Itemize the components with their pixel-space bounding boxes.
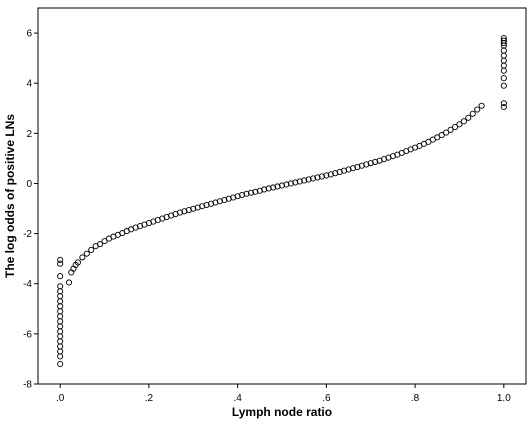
data-point [274, 183, 281, 190]
data-point [438, 132, 445, 139]
y-tick-label: -4 [23, 279, 32, 290]
data-point [74, 259, 81, 266]
data-point [456, 121, 463, 128]
y-axis-title: The log odds of positive LNs [3, 114, 17, 278]
y-tick-label: -6 [23, 329, 32, 340]
data-point [79, 254, 86, 261]
data-point [296, 178, 303, 185]
data-point [287, 180, 294, 187]
data-point [349, 165, 357, 172]
x-axis-title: Lymph node ratio [232, 405, 332, 419]
data-point [97, 241, 104, 248]
data-point [341, 167, 348, 174]
y-tick-label: -8 [23, 380, 32, 391]
data-point [57, 256, 64, 263]
x-tick-label: 1.0 [497, 393, 511, 404]
plot-frame [37, 7, 527, 385]
data-point [367, 160, 374, 167]
data-point [323, 172, 330, 179]
data-point [57, 260, 64, 267]
x-tick-label: .2 [145, 393, 154, 404]
data-point [261, 186, 268, 193]
data-point [247, 189, 254, 196]
data-point [234, 193, 241, 200]
data-point [185, 206, 192, 214]
data-point [207, 200, 215, 207]
data-point [83, 250, 90, 257]
data-point [190, 205, 197, 212]
data-point [176, 209, 184, 216]
x-tick-label: .8 [411, 393, 420, 404]
x-tick-label: .4 [233, 393, 242, 404]
data-point [199, 203, 206, 210]
data-point [460, 118, 467, 125]
data-point [327, 171, 334, 178]
data-point [216, 198, 223, 205]
data-point [212, 199, 219, 206]
data-point [447, 126, 454, 133]
data-point [443, 129, 450, 136]
data-point [332, 170, 339, 177]
data-point [474, 106, 481, 113]
data-point [500, 35, 507, 42]
x-axis-ticks: .0 .2 .4 .6 .8 1.0 [56, 384, 511, 404]
data-point [314, 174, 321, 181]
data-point [230, 194, 237, 201]
data-point [225, 195, 232, 202]
data-point [88, 246, 95, 253]
data-point [221, 196, 228, 204]
data-point [318, 173, 325, 180]
data-point [243, 190, 250, 197]
data-point [500, 103, 507, 111]
y-axis-ticks: -8 -6 -4 -2 0 2 4 6 [23, 29, 38, 391]
data-point [57, 283, 64, 290]
data-point [301, 177, 308, 184]
y-tick-label: 2 [26, 129, 32, 140]
data-point [292, 179, 299, 186]
data-point [265, 185, 272, 192]
data-point [469, 110, 476, 117]
data-point [256, 187, 263, 194]
data-point [57, 360, 64, 368]
data-point [194, 204, 201, 211]
y-tick-label: -2 [23, 229, 32, 240]
data-point [354, 163, 361, 170]
data-point [500, 75, 507, 82]
data-point [478, 102, 485, 109]
data-point [305, 176, 312, 183]
data-point [283, 181, 290, 188]
y-tick-label: 4 [26, 79, 32, 90]
data-point [203, 201, 210, 209]
data-point [239, 191, 246, 199]
data-point [270, 184, 277, 191]
data-point [336, 168, 343, 175]
data-point [372, 158, 379, 165]
x-tick-label: .6 [322, 393, 331, 404]
data-point [252, 188, 259, 195]
data-point [181, 208, 188, 215]
data-point [358, 162, 365, 169]
data-point [500, 37, 507, 44]
data-point [500, 82, 507, 89]
data-point [101, 238, 108, 245]
data-point [500, 100, 507, 107]
data-point [309, 175, 317, 182]
data-point [66, 279, 73, 286]
data-point [465, 114, 472, 121]
x-tick-label: .0 [56, 393, 65, 404]
data-point [57, 273, 64, 280]
data-point [363, 161, 370, 168]
data-point [345, 166, 352, 173]
y-tick-label: 6 [26, 29, 32, 40]
y-tick-label: 0 [26, 179, 32, 190]
data-point [451, 124, 459, 131]
data-point [278, 182, 286, 189]
data-points [57, 35, 507, 368]
